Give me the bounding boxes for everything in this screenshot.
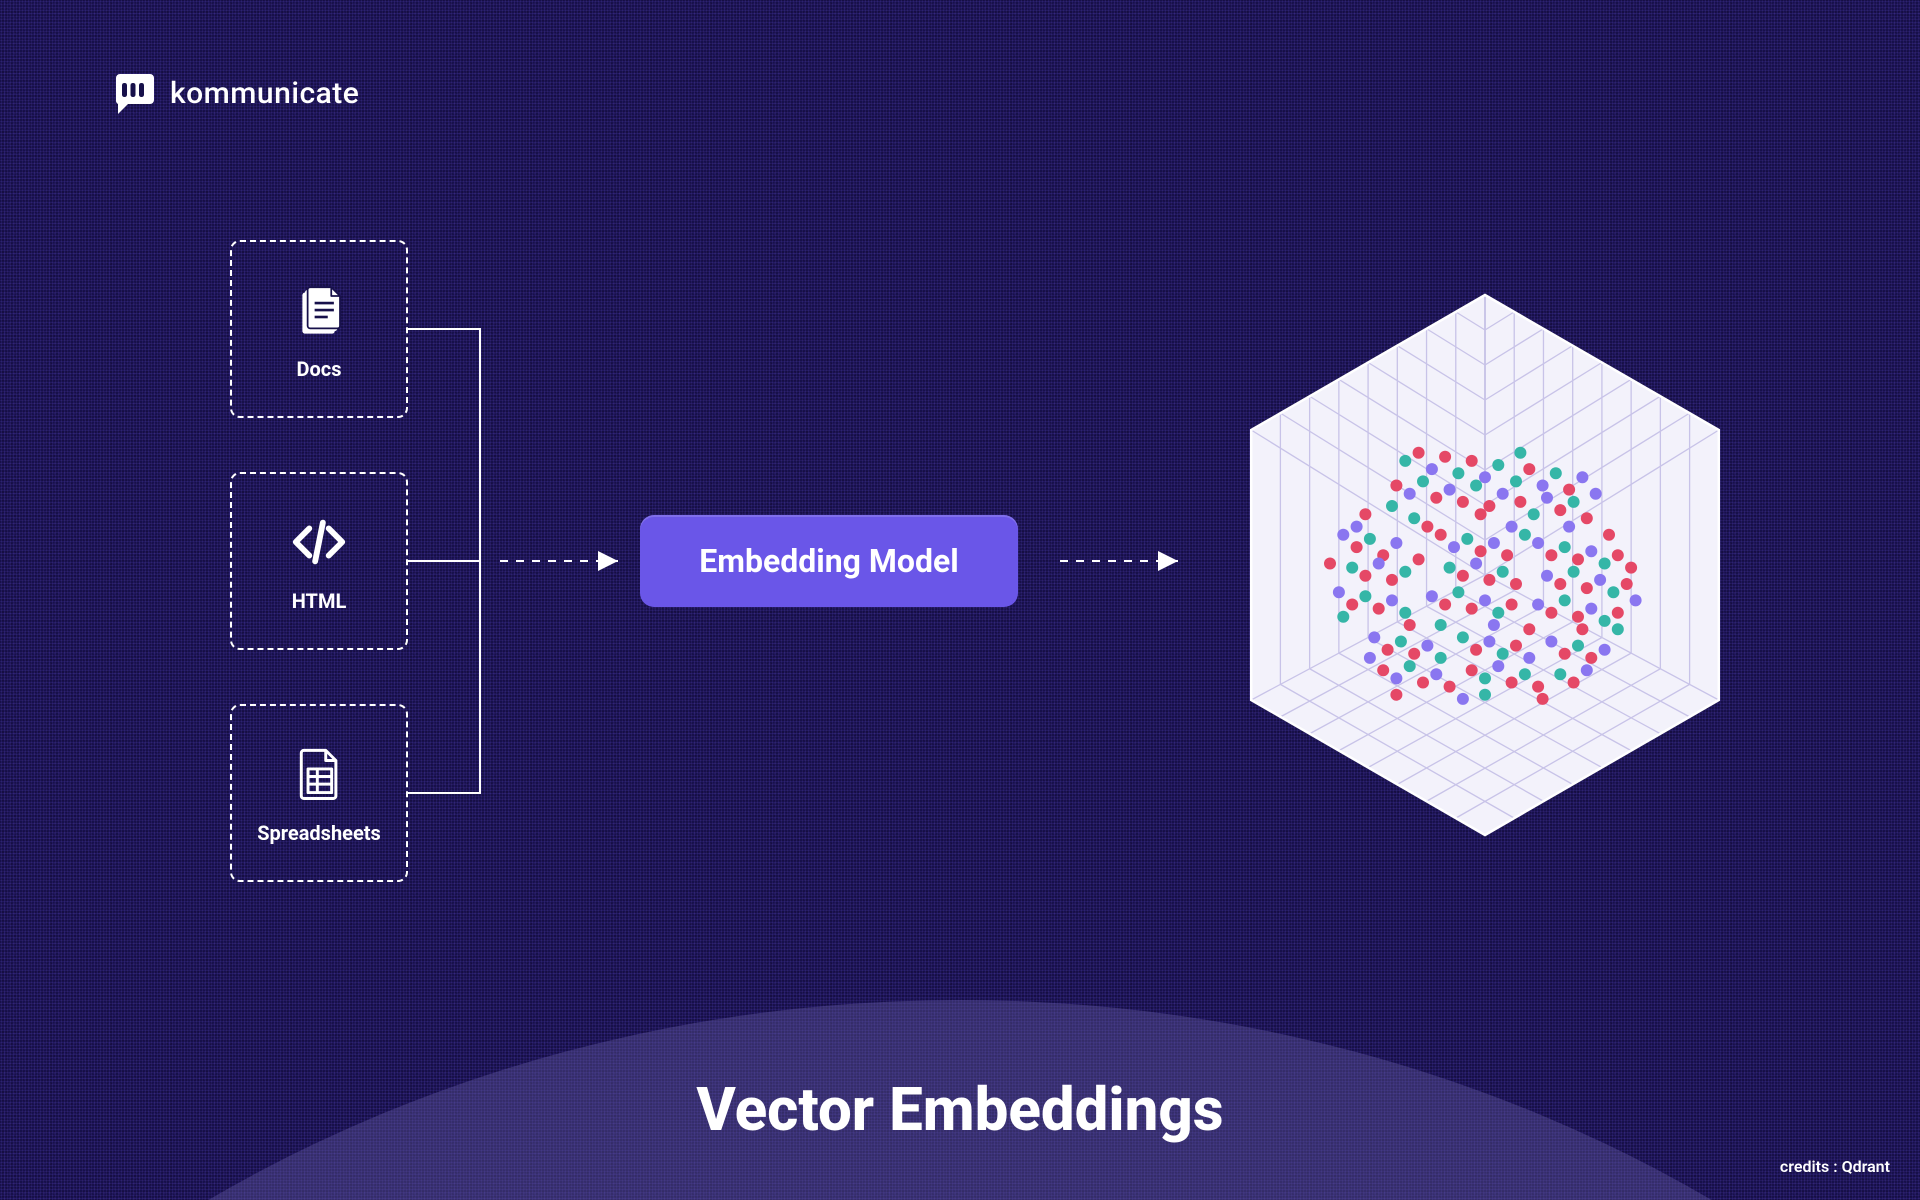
embedding-model-box: Embedding Model — [640, 515, 1018, 607]
code-icon — [286, 509, 352, 575]
embedding-model-label: Embedding Model — [699, 542, 959, 580]
diagram-canvas: kommunicate Docs HTML Spreadsheets Embeddi… — [0, 0, 1920, 1200]
source-box-spreadsheets: Spreadsheets — [230, 704, 408, 882]
credits-text: credits : Qdrant — [1780, 1157, 1890, 1176]
source-label-docs: Docs — [297, 357, 342, 381]
spreadsheet-icon — [286, 741, 352, 807]
chat-bubble-icon — [110, 70, 156, 116]
vector-space — [1200, 280, 1770, 850]
brand-logo: kommunicate — [110, 70, 359, 116]
diagram-title: Vector Embeddings — [0, 1074, 1920, 1145]
docs-icon — [286, 277, 352, 343]
brand-name: kommunicate — [170, 76, 359, 111]
source-box-html: HTML — [230, 472, 408, 650]
source-box-docs: Docs — [230, 240, 408, 418]
source-label-spreadsheets: Spreadsheets — [257, 821, 381, 845]
source-label-html: HTML — [292, 589, 347, 613]
